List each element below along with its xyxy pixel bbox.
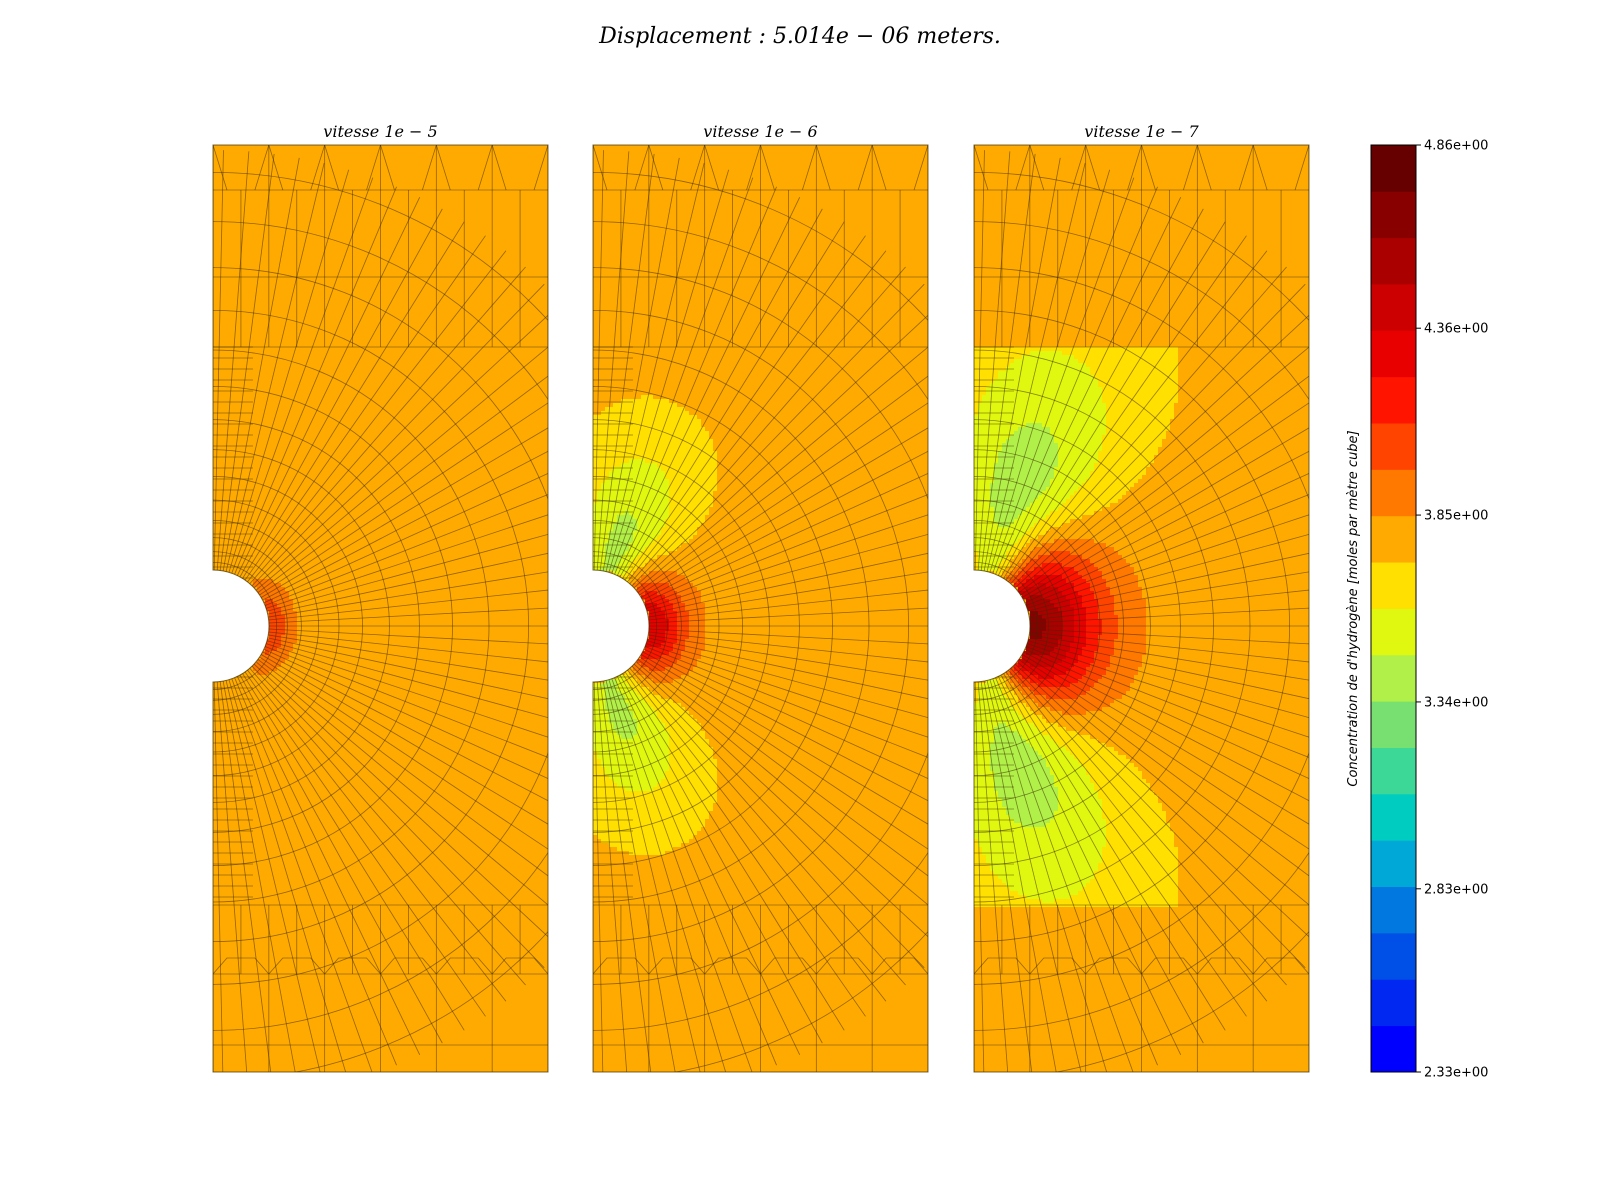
colorbar-tick-label-3: 3.85e+00	[1424, 509, 1488, 524]
panel-2-field	[593, 145, 928, 1072]
colorbar-label: Concentration de d'hydrogène [moles par …	[1346, 430, 1361, 786]
colorbar-level-17	[1371, 237, 1416, 285]
panel-2: vitesse 1e − 6	[592, 122, 929, 1073]
colorbar-tick-label-4: 4.36e+00	[1424, 322, 1488, 337]
panel-2-title: vitesse 1e − 6	[703, 122, 817, 141]
panel-1: vitesse 1e − 5	[212, 122, 549, 1073]
colorbar: 2.33e+00 2.83e+00 3.34e+00 3.85e+00 4.36e+00…	[1346, 139, 1488, 1081]
colorbar-level-5	[1371, 793, 1416, 841]
panel-3-outline	[973, 144, 1310, 1073]
colorbar-level-8	[1371, 654, 1416, 702]
colorbar-level-1	[1371, 979, 1416, 1027]
panel-2-outline	[592, 144, 929, 1073]
panel-1-outline	[212, 144, 549, 1073]
colorbar-level-16	[1371, 284, 1416, 331]
colorbar-level-0	[1371, 1025, 1416, 1073]
colorbar-tick-label-0: 2.33e+00	[1424, 1066, 1488, 1081]
colorbar-level-12	[1371, 469, 1416, 517]
panel-1-field	[213, 145, 548, 1072]
panel-3-title: vitesse 1e − 7	[1084, 122, 1199, 141]
panel-3: vitesse 1e − 7	[973, 122, 1310, 1073]
colorbar-level-2	[1371, 932, 1416, 980]
colorbar-level-13	[1371, 423, 1416, 470]
colorbar-level-18	[1371, 191, 1416, 239]
contour-panels: vitesse 1e − 5 vitesse 1e − 6 vitesse 1e −…	[212, 122, 1310, 1073]
panel-3-field	[974, 145, 1309, 1072]
colorbar-level-19	[1371, 145, 1416, 192]
colorbar-level-3	[1371, 886, 1416, 934]
colorbar-level-10	[1371, 562, 1416, 609]
colorbar-level-14	[1371, 376, 1416, 424]
colorbar-tick-label-5: 4.86e+00	[1424, 139, 1488, 154]
panel-1-title: vitesse 1e − 5	[323, 122, 437, 141]
figure-suptitle: Displacement : 5.014e − 06 meters.	[598, 24, 1001, 49]
colorbar-tick-label-2: 3.34e+00	[1424, 695, 1488, 710]
colorbar-level-9	[1371, 608, 1416, 656]
colorbar-frame	[1370, 144, 1417, 1073]
colorbar-level-11	[1371, 515, 1416, 563]
colorbar-level-4	[1371, 840, 1416, 887]
colorbar-level-6	[1371, 747, 1416, 795]
colorbar-level-15	[1371, 330, 1416, 378]
colorbar-tick-label-1: 2.83e+00	[1424, 882, 1488, 897]
colorbar-level-7	[1371, 701, 1416, 748]
